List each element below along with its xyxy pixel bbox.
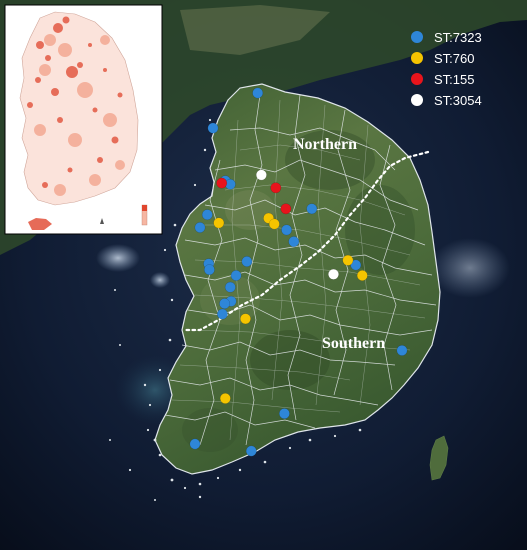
- cloud-shape: [96, 244, 140, 272]
- isolate-point-st-7323: [350, 259, 362, 271]
- inset-north-arrow-icon: [100, 218, 104, 224]
- isolate-point-st-760: [240, 313, 251, 325]
- legend-swatch: [411, 31, 423, 43]
- legend-swatch: [411, 94, 423, 106]
- isolate-point-st-7323: [245, 445, 257, 457]
- inset-density-spots-light: [34, 34, 125, 196]
- legend-item: ST:760: [411, 51, 474, 66]
- isolate-point-st-7323: [189, 438, 201, 450]
- isolate-point-st-7323: [203, 264, 215, 276]
- inset-island: [28, 218, 52, 230]
- isolate-point-st-760: [342, 254, 354, 266]
- isolate-point-st-155: [280, 203, 292, 215]
- legend-item: ST:155: [411, 72, 474, 87]
- isolate-point-st-760: [268, 218, 280, 230]
- legend-item: ST:3054: [411, 93, 482, 108]
- legend-label: ST:760: [434, 51, 474, 66]
- isolate-point-st-7323: [278, 408, 290, 420]
- legend-label: ST:7323: [434, 30, 482, 45]
- legend: ST:7323 ST:760 ST:155 ST:3054: [411, 30, 482, 108]
- isolate-point-st-7323: [288, 236, 300, 248]
- isolate-point-st-760: [356, 270, 368, 281]
- isolate-point-st-7323: [216, 308, 228, 320]
- legend-swatch: [411, 52, 423, 64]
- cloud-shape: [150, 272, 170, 288]
- isolate-point-st-3054: [255, 169, 267, 181]
- inset-color-scale-top: [142, 205, 147, 211]
- isolate-point-st-760: [213, 217, 225, 229]
- southern-region-label: Southern: [322, 335, 385, 352]
- isolate-point-st-7323: [306, 203, 318, 215]
- isolate-point-st-3054: [328, 268, 339, 280]
- legend-item: ST:7323: [411, 30, 482, 45]
- isolate-point-st-7323: [207, 122, 219, 134]
- mountain-texture: [180, 5, 330, 55]
- isolate-point-st-7323: [241, 256, 253, 267]
- isolate-point-st-7323: [224, 281, 236, 293]
- northern-region-label: Northern: [293, 136, 357, 153]
- isolate-points: [189, 87, 408, 457]
- isolate-point-st-7323: [281, 224, 293, 236]
- inset-map: [4, 4, 163, 235]
- isolate-point-st-7323: [230, 270, 242, 281]
- isolate-point-st-7323: [396, 344, 408, 356]
- island-landmass: [429, 435, 449, 481]
- isolate-point-st-7323: [201, 209, 213, 221]
- legend-swatch: [411, 73, 423, 85]
- isolate-point-st-155: [270, 182, 282, 194]
- region-divider-line: [184, 150, 430, 332]
- legend-label: ST:155: [434, 72, 474, 87]
- isolate-point-st-7323: [219, 298, 231, 310]
- islands: [109, 118, 362, 501]
- isolate-point-st-7323: [194, 222, 206, 233]
- terrain-texture: [182, 130, 415, 452]
- isolate-point-st-155: [216, 177, 228, 189]
- cloud-shape: [430, 238, 510, 298]
- inset-density-spots: [27, 16, 123, 188]
- legend-label: ST:3054: [434, 93, 482, 108]
- isolate-point-st-760: [219, 392, 231, 404]
- isolate-point-st-7323: [252, 87, 264, 99]
